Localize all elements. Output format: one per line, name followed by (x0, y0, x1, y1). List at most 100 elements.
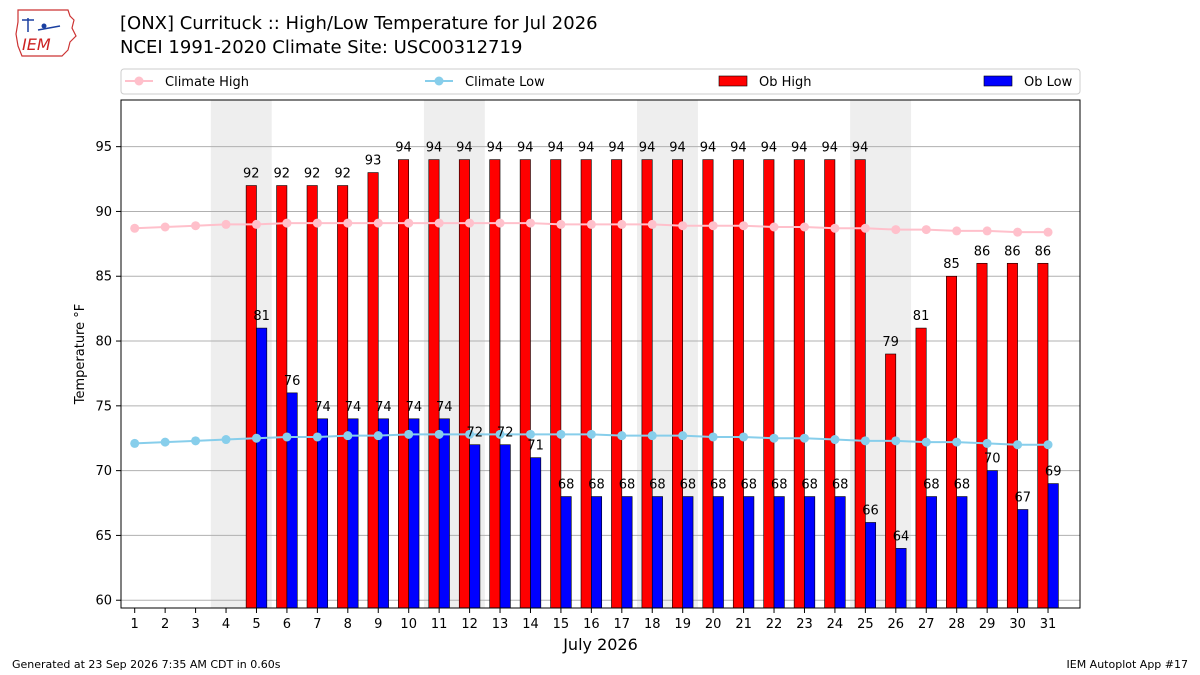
ob-low-bar (560, 496, 572, 609)
climate-low-point (1013, 440, 1023, 450)
ob-low-bar (347, 418, 359, 609)
climate-low-point (556, 429, 566, 439)
ob-high-value-label: 94 (639, 141, 656, 156)
ob-low-value-label: 67 (1014, 491, 1031, 506)
climate-high-point (373, 218, 383, 228)
ob-low-bar (712, 496, 724, 609)
ob-low-bar (682, 496, 694, 609)
climate-high-point (343, 218, 353, 228)
ob-low-value-label: 74 (345, 400, 362, 415)
bar-value-labels: 92 92 92 92 93 94 94 94 94 94 94 94 94 94 94 94 94 94 94 94… (243, 141, 1061, 545)
ob-low-value-label: 66 (862, 503, 879, 518)
climate-high-point (952, 226, 962, 236)
ob-low-value-label: 68 (588, 478, 605, 493)
ob-high-bar (367, 172, 379, 609)
ob-high-value-label: 92 (243, 167, 260, 182)
chart-title-block: [ONX] Currituck :: High/Low Temperature … (120, 12, 598, 60)
climate-high-point (495, 218, 505, 228)
ob-low-bar (530, 457, 542, 609)
ob-low-bar (499, 444, 511, 609)
ob-low-bar (286, 392, 298, 609)
x-axis-label: July 2026 (562, 635, 638, 654)
climate-high-point (830, 223, 840, 233)
ob-low-value-label: 68 (649, 478, 666, 493)
climate-high-point (404, 218, 414, 228)
ob-low-value-label: 64 (893, 529, 910, 544)
climate-high-point (556, 219, 566, 229)
x-tick-label: 18 (644, 617, 661, 632)
ob-high-value-label: 94 (456, 141, 473, 156)
x-tick-label: 7 (313, 617, 321, 632)
x-tick-label: 27 (918, 617, 935, 632)
climate-low-point (678, 431, 688, 441)
ob-high-value-label: 94 (730, 141, 747, 156)
ob-low-bar (804, 496, 816, 609)
ob-low-bar (956, 496, 968, 609)
x-tick-label: 5 (252, 617, 260, 632)
x-tick-label: 25 (857, 617, 874, 632)
climate-high-point (678, 221, 688, 231)
ob-low-value-label: 68 (558, 478, 575, 493)
climate-low-point (191, 436, 201, 446)
climate-low-point (373, 431, 383, 441)
ob-low-bar (438, 418, 450, 609)
climate-high-point (860, 223, 870, 233)
ob-low-value-label: 76 (284, 374, 301, 389)
climate-high-point (1013, 227, 1023, 237)
ob-low-bar (651, 496, 663, 609)
ob-high-value-label: 92 (304, 167, 321, 182)
x-tick-label: 28 (948, 617, 965, 632)
ob-low-value-label: 72 (466, 426, 483, 441)
climate-low-point (647, 431, 657, 441)
ob-low-bar (895, 548, 907, 609)
climate-low-point (495, 429, 505, 439)
x-tick-label: 1 (131, 617, 139, 632)
ob-low-value-label: 68 (740, 478, 757, 493)
climate-high-point (891, 225, 901, 235)
ob-high-value-label: 94 (547, 141, 564, 156)
climate-high-point (586, 219, 596, 229)
ob-high-bar (276, 185, 288, 609)
x-tick-label: 8 (344, 617, 352, 632)
ob-high-bar (1037, 262, 1049, 609)
ob-low-bar (377, 418, 389, 609)
ob-low-bar (317, 418, 329, 609)
climate-low-point (1043, 440, 1053, 450)
ob-low-value-label: 71 (527, 439, 544, 454)
ob-low-value-label: 68 (619, 478, 636, 493)
x-tick-label: 16 (583, 617, 600, 632)
ob-low-value-label: 68 (832, 478, 849, 493)
climate-high-point (251, 219, 261, 229)
climate-low-point (921, 437, 931, 447)
generated-timestamp: Generated at 23 Sep 2026 7:35 AM CDT in … (12, 658, 281, 671)
legend-box-swatch (983, 75, 1013, 87)
y-tick-label: 90 (95, 205, 112, 220)
climate-low-point (891, 436, 901, 446)
climate-high-point (708, 221, 718, 231)
climate-high-point (312, 218, 322, 228)
climate-low-point (160, 437, 170, 447)
legend-marker (134, 76, 144, 86)
climate-high-point (191, 221, 201, 231)
iem-logo-text: IEM (22, 35, 51, 54)
climate-high-point (130, 223, 140, 233)
climate-low-point (221, 435, 231, 445)
ob-high-value-label: 86 (1004, 244, 1021, 259)
x-tick-label: 26 (888, 617, 905, 632)
climate-low-point (982, 438, 992, 448)
ob-high-value-label: 85 (943, 257, 960, 272)
y-tick-label: 65 (95, 529, 112, 544)
ob-high-value-label: 93 (365, 154, 382, 169)
ob-high-bar (337, 185, 349, 609)
climate-high-point (160, 222, 170, 232)
climate-high-point (921, 225, 931, 235)
climate-high-point (525, 218, 535, 228)
y-axis: 60 65 70 75 80 85 90 95 (95, 140, 121, 609)
climate-low-point (769, 433, 779, 443)
ob-high-value-label: 92 (273, 167, 290, 182)
climate-high-point (739, 221, 749, 231)
bar-series (245, 159, 1059, 609)
climate-low-point (251, 433, 261, 443)
ob-high-value-label: 94 (761, 141, 778, 156)
